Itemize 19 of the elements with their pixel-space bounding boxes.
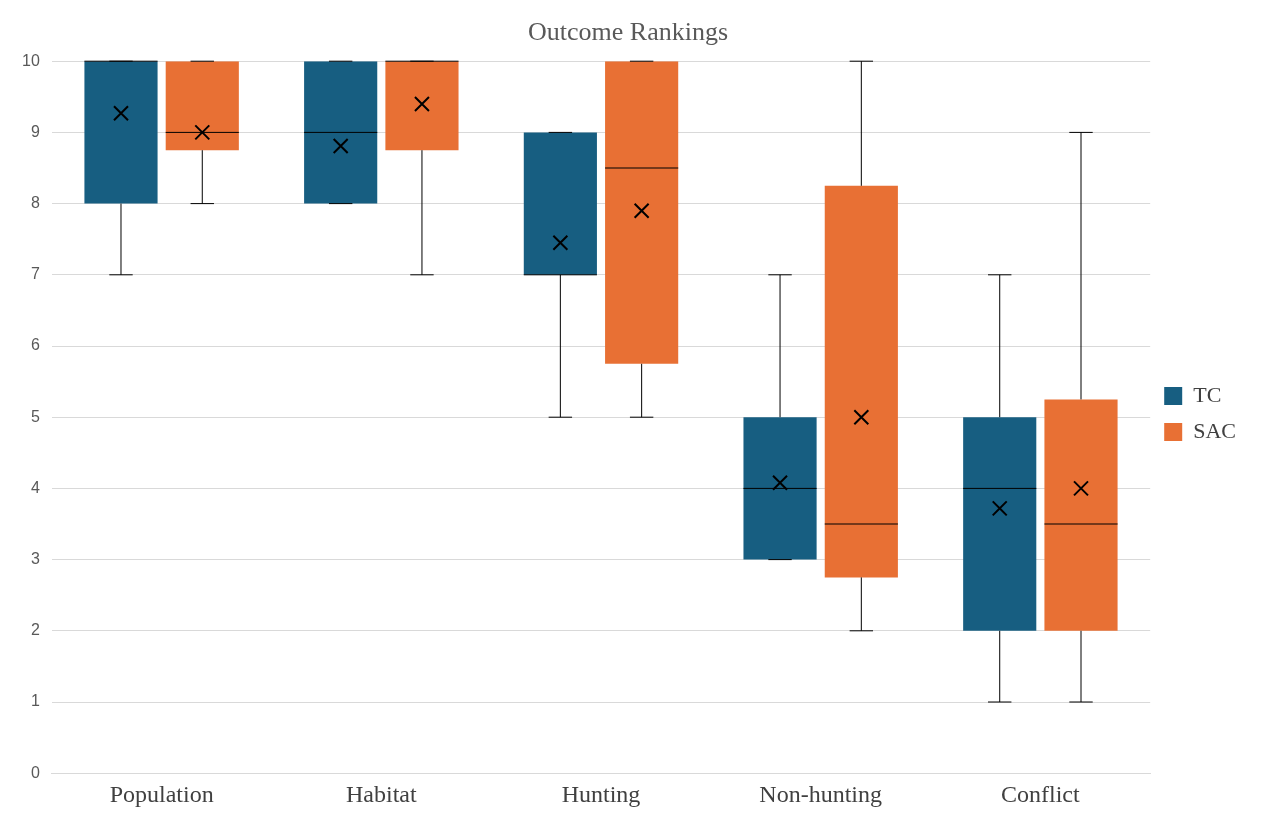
y-tick-label: 3	[30, 550, 40, 568]
y-tick-label: 0	[30, 763, 40, 781]
x-tick-label: Non-hunting	[759, 780, 883, 807]
chart-title: Outcome Rankings	[527, 17, 729, 47]
x-tick-label: Hunting	[561, 780, 641, 807]
x-tick-label: Population	[109, 780, 214, 807]
legend-label: SAC	[1193, 417, 1236, 443]
y-tick-label: 10	[22, 51, 40, 69]
legend-label: TC	[1193, 381, 1222, 407]
x-tick-label: Conflict	[1001, 780, 1081, 807]
y-tick-label: 2	[30, 621, 40, 639]
y-tick-label: 6	[30, 336, 40, 354]
y-tick-label: 4	[30, 478, 40, 496]
y-tick-label: 5	[30, 407, 40, 425]
y-tick-label: 8	[30, 194, 40, 212]
y-tick-label: 1	[30, 692, 40, 710]
x-tick-label: Habitat	[346, 780, 417, 807]
y-tick-label: 7	[30, 265, 40, 283]
y-tick-label: 9	[30, 122, 40, 140]
